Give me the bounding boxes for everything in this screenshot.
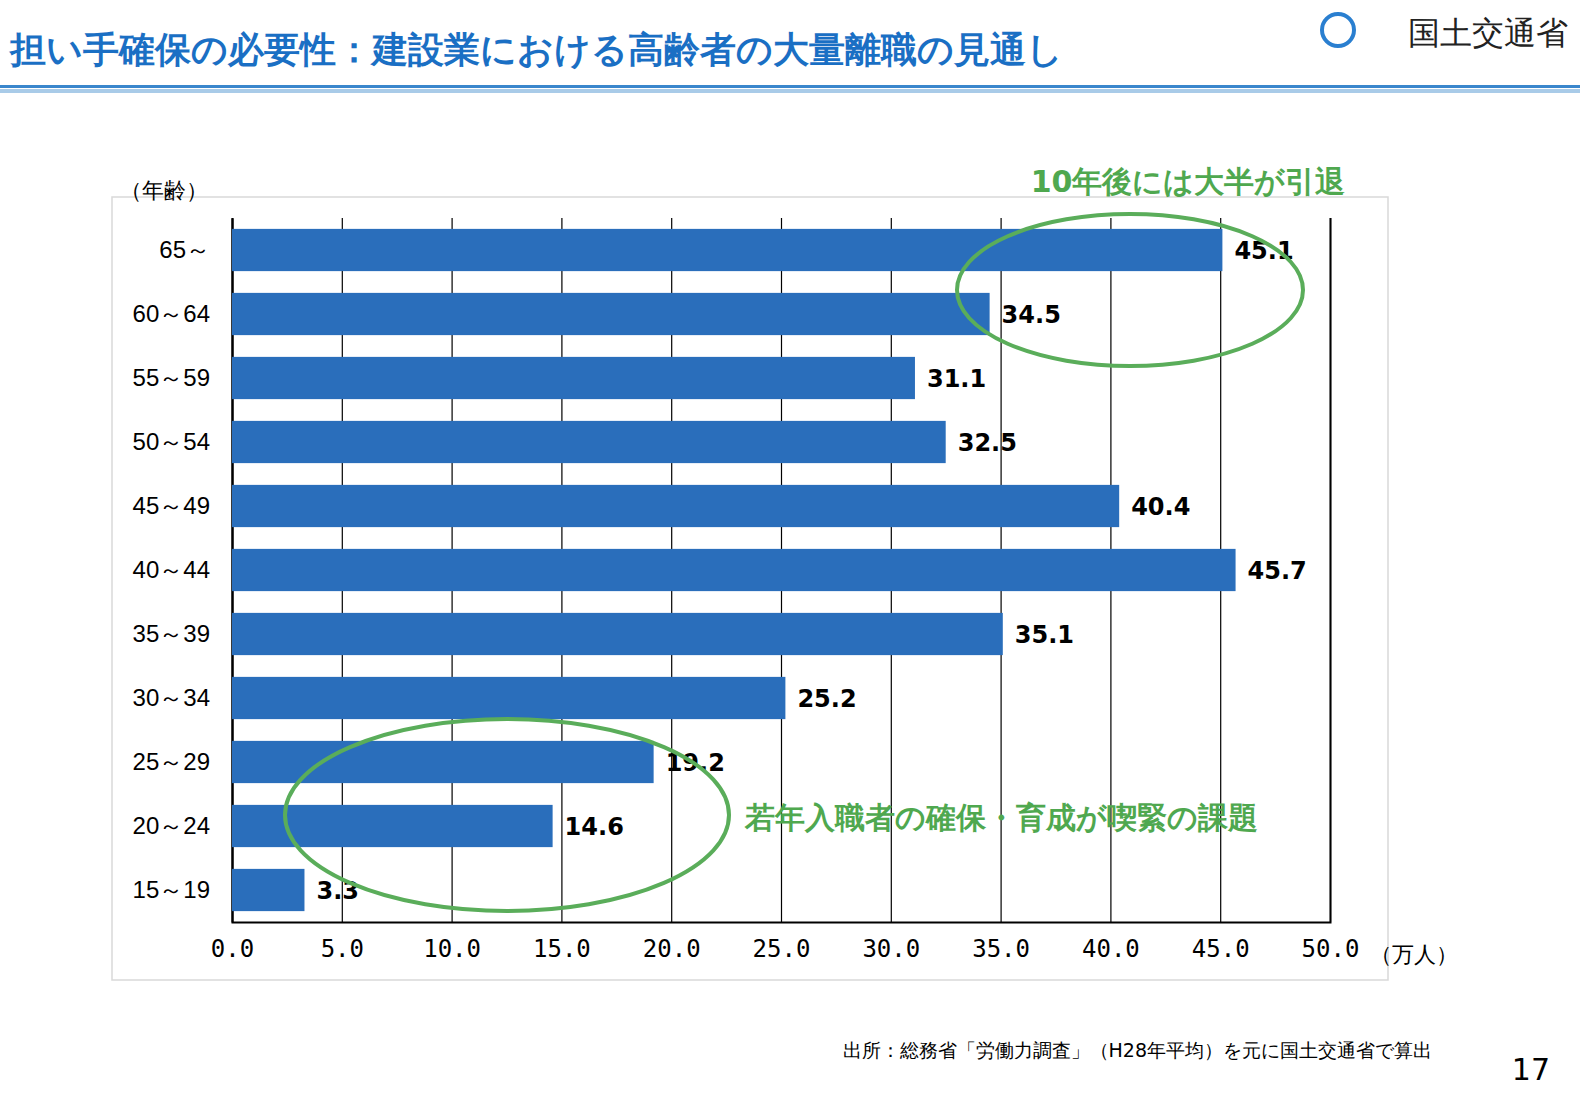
logo-text: 国土交通省 [1408, 14, 1568, 52]
logo-mark [1322, 14, 1354, 46]
y-tick: 30～34 [133, 684, 210, 711]
bar [232, 293, 990, 335]
header-rule [0, 85, 1580, 88]
x-axis: 0.0 5.0 10.0 15.0 20.0 25.0 30.0 35.0 40.0 45.0 50… [211, 218, 1360, 963]
x-tick-label: 20.0 [643, 935, 701, 963]
annotation: 若年入職者の確保・育成が喫緊の課題 [744, 800, 1258, 835]
bar [232, 485, 1119, 527]
bar [232, 613, 1003, 655]
y-tick: 25～29 [133, 748, 210, 775]
y-tick-label: 20～24 [133, 812, 210, 839]
x-tick-label: 25.0 [753, 935, 811, 963]
data-label: 32.5 [958, 429, 1017, 457]
annotation: 10年後には大半が引退 [1031, 164, 1346, 199]
data-label: 45.7 [1248, 557, 1307, 585]
y-tick: 45～49 [133, 492, 210, 519]
data-label: 25.2 [797, 685, 856, 713]
x-tick: 50.0 [1302, 218, 1360, 963]
bar [232, 869, 304, 911]
y-tick: 20～24 [133, 812, 210, 839]
annotation-ellipse [957, 214, 1303, 366]
x-tick-label: 5.0 [321, 935, 364, 963]
x-tick-label: 40.0 [1082, 935, 1140, 963]
data-label: 3.3 [316, 877, 359, 905]
y-axis-title: （年齢） [120, 178, 208, 203]
y-tick-label: 65～ [159, 236, 210, 263]
data-label: 31.1 [927, 365, 986, 393]
data-label: 14.6 [565, 813, 624, 841]
x-tick-label: 0.0 [211, 935, 254, 963]
y-tick-label: 45～49 [133, 492, 210, 519]
y-tick-label: 25～29 [133, 748, 210, 775]
bar [232, 421, 946, 463]
source-note: 出所：総務省「労働力調査」（H28年平均）を元に国土交通省で算出 [843, 1039, 1432, 1061]
y-tick-label: 15～19 [133, 876, 210, 903]
y-tick: 65～ [159, 236, 210, 263]
y-tick: 40～44 [133, 556, 210, 583]
y-tick-label: 40～44 [133, 556, 210, 583]
x-tick-label: 10.0 [423, 935, 481, 963]
bar [232, 741, 654, 783]
y-axis: 65～ 60～64 55～59 50～54 45～49 40～44 35～39 30～34 25… [133, 219, 233, 923]
data-label: 34.5 [1002, 301, 1061, 329]
title: 担い手確保の必要性：建設業における高齢者の大量離職の見通し [8, 29, 1063, 70]
grid-line [1330, 218, 1331, 922]
y-tick-label: 50～54 [133, 428, 210, 455]
y-tick-label: 30～34 [133, 684, 210, 711]
y-tick-label: 35～39 [133, 620, 210, 647]
x-tick-label: 35.0 [972, 935, 1030, 963]
x-axis-line [233, 218, 1331, 923]
page-number: 17 [1512, 1052, 1550, 1087]
bar [232, 357, 915, 399]
data-labels: 45.134.531.132.540.445.735.125.219.214.6… [316, 237, 1306, 905]
x-axis-title: （万人） [1370, 942, 1458, 967]
bar [232, 805, 553, 847]
bar [232, 229, 1222, 271]
x-tick-label: 45.0 [1192, 935, 1250, 963]
chart-root: 担い手確保の必要性：建設業における高齢者の大量離職の見通し 国土交通省 0.0 5.0… [0, 0, 1580, 1114]
bar [232, 677, 785, 719]
x-tick-label: 15.0 [533, 935, 591, 963]
y-tick: 60～64 [133, 300, 210, 327]
data-label: 35.1 [1015, 621, 1074, 649]
y-tick: 55～59 [133, 364, 210, 391]
header-rule [0, 89, 1580, 93]
bar [232, 549, 1236, 591]
chart-frame [112, 197, 1388, 980]
y-tick-label: 60～64 [133, 300, 210, 327]
y-tick: 35～39 [133, 620, 210, 647]
y-tick: 50～54 [133, 428, 210, 455]
data-label: 40.4 [1131, 493, 1190, 521]
annotation-ellipse [285, 719, 729, 911]
y-tick-label: 55～59 [133, 364, 210, 391]
x-tick-label: 30.0 [862, 935, 920, 963]
x-tick-label: 50.0 [1302, 935, 1360, 963]
y-tick: 15～19 [133, 876, 210, 903]
